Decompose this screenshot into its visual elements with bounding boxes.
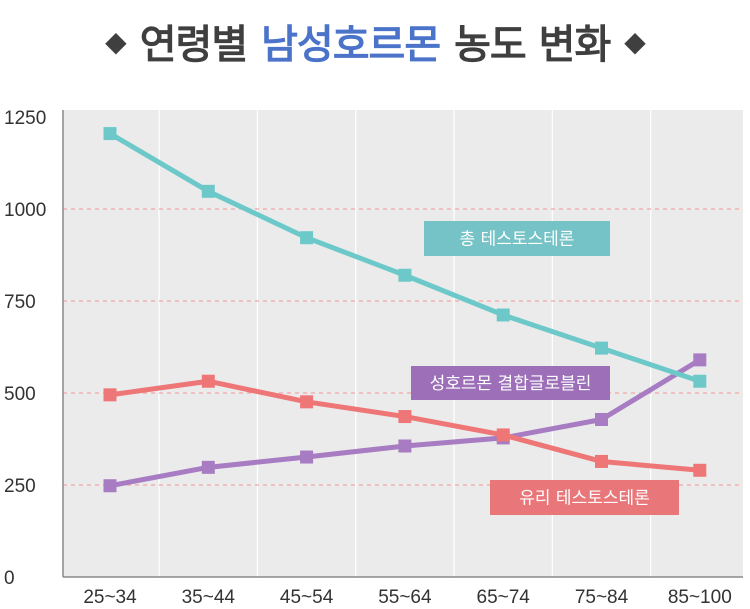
data-point-marker <box>103 127 117 141</box>
data-point-marker <box>201 184 215 198</box>
data-point-marker <box>496 428 510 442</box>
y-tick-label: 750 <box>4 292 36 313</box>
title-highlight: 남성호르몬 <box>261 22 441 68</box>
data-point-marker <box>300 450 314 464</box>
series-label-box <box>411 366 610 400</box>
axes: 0 250 500 750 1000 1250 25~34 35~44 45~54 55~64 65… <box>4 108 743 608</box>
diamond-right-icon: ◆ <box>624 24 646 58</box>
title-suffix: 농도 변화 <box>454 22 611 68</box>
data-point-marker <box>595 341 608 355</box>
data-point-marker <box>398 439 412 453</box>
title-prefix: 연령별 <box>139 22 248 68</box>
y-tick-label: 250 <box>4 476 36 497</box>
grid <box>63 110 750 577</box>
x-tick-label: 75~84 <box>575 587 629 608</box>
data-point-marker <box>693 374 707 388</box>
data-point-marker <box>398 268 412 282</box>
diamond-left-icon: ◆ <box>105 24 127 58</box>
data-point-marker <box>201 460 215 474</box>
series-lines <box>103 127 707 493</box>
x-tick-label: 35~44 <box>182 587 236 608</box>
series-label-box <box>424 221 610 256</box>
series-label: 성호르몬 결합글로블린 <box>430 374 592 394</box>
data-point-marker <box>103 479 117 493</box>
series-label-box <box>490 480 679 515</box>
series-label: 총 테스토스테론 <box>460 230 575 250</box>
data-point-marker <box>201 374 215 388</box>
y-tick-label: 0 <box>4 568 15 589</box>
data-point-marker <box>496 308 510 322</box>
data-point-marker <box>103 388 117 402</box>
data-point-marker <box>693 353 707 367</box>
x-tick-label: 65~74 <box>477 587 531 608</box>
y-tick-label: 1250 <box>4 108 46 129</box>
data-point-marker <box>300 231 314 245</box>
y-tick-label: 500 <box>4 384 36 405</box>
data-point-marker <box>398 410 412 424</box>
data-point-marker <box>300 395 314 409</box>
y-tick-label: 1000 <box>4 200 46 221</box>
x-tick-label: 55~64 <box>378 587 432 608</box>
x-tick-label: 25~34 <box>83 587 137 608</box>
chart-title: ◆ 연령별 남성호르몬 농도 변화 ◆ <box>0 8 750 74</box>
data-point-marker <box>595 454 608 468</box>
x-tick-label: 85~100 <box>668 587 732 608</box>
x-tick-label: 45~54 <box>280 587 334 608</box>
data-point-marker <box>595 412 608 426</box>
data-point-marker <box>693 463 707 477</box>
series-label: 유리 테스토스테론 <box>519 489 650 509</box>
